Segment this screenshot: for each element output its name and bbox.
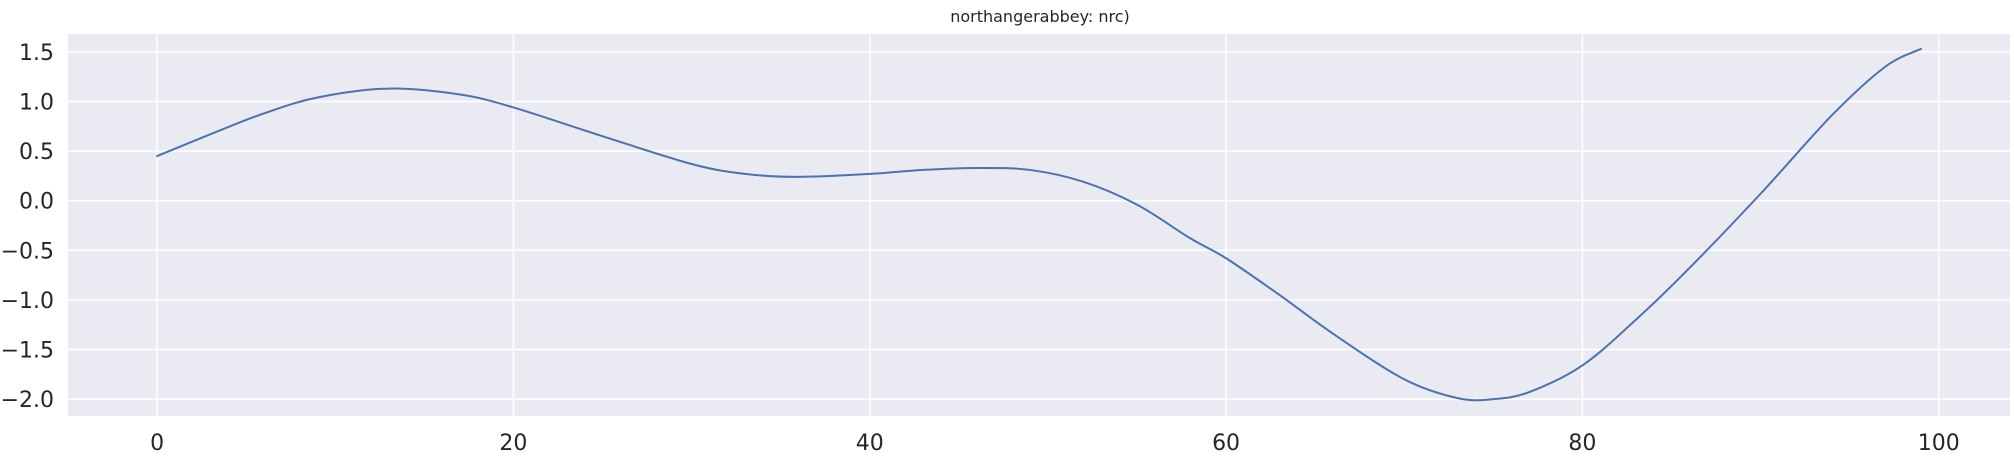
- plot-area: [68, 34, 2010, 416]
- series-layer: [156, 47, 1922, 402]
- x-tick-label: 20: [499, 431, 527, 456]
- x-tick-label: 0: [150, 431, 164, 456]
- y-tick-label: −1.0: [1, 289, 54, 314]
- grid-lines: [68, 34, 2010, 416]
- series-line: [156, 47, 1922, 402]
- y-tick-label: −0.5: [1, 239, 54, 264]
- y-tick-label: 1.5: [19, 41, 54, 66]
- y-tick-label: 1.0: [19, 90, 54, 115]
- y-axis-ticks: 1.5 1.0 0.5 0.0 −0.5 −1.0 −1.5 −2.0: [1, 41, 54, 413]
- y-tick-label: −2.0: [1, 388, 54, 413]
- x-tick-label: 80: [1568, 431, 1596, 456]
- x-axis-ticks: 0 20 40 60 80 100: [150, 431, 1960, 456]
- x-tick-label: 40: [856, 431, 884, 456]
- y-tick-label: 0.5: [19, 140, 54, 165]
- x-tick-label: 60: [1212, 431, 1240, 456]
- y-tick-label: 0.0: [19, 190, 54, 215]
- x-tick-label: 100: [1918, 431, 1960, 456]
- chart-title: northangerabbey: nrc): [950, 7, 1130, 26]
- y-tick-label: −1.5: [1, 339, 54, 364]
